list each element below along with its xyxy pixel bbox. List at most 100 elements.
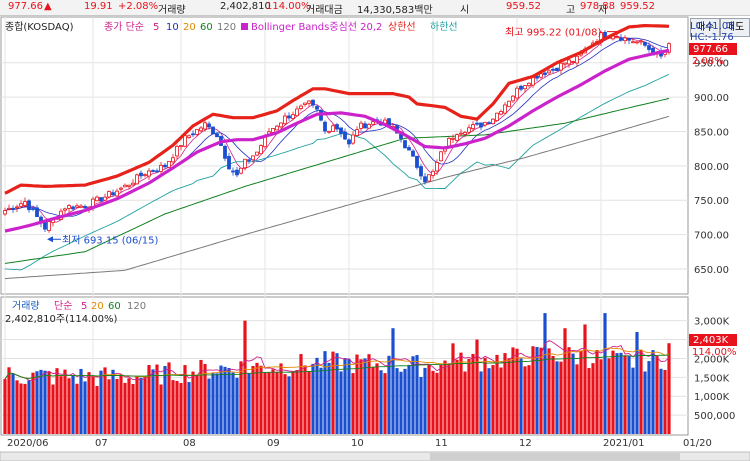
candle-body [471, 124, 475, 129]
volume-bar [163, 366, 167, 434]
candle-body [67, 205, 71, 209]
volume-bar [619, 352, 623, 434]
candle-body [139, 172, 143, 177]
volume-bar [659, 368, 663, 434]
volume-bar [631, 367, 635, 434]
volume-bar [79, 368, 83, 434]
bollinger-legend: Bollinger Bands중심선 20,2 [251, 21, 382, 33]
volume-bar [99, 370, 103, 434]
volume-bar [463, 371, 467, 434]
volume-bar [635, 332, 639, 434]
volume-bar [555, 361, 559, 434]
volume-bar [415, 355, 419, 434]
volume-tick-label: 3,000K [694, 317, 730, 328]
volume-bar [207, 378, 211, 434]
candle-body [463, 132, 467, 135]
candle-body [523, 85, 527, 90]
candle-body [135, 174, 139, 185]
volume-bar [39, 369, 43, 434]
volume-value: 2,402,810 [220, 1, 271, 12]
candle-body [411, 150, 415, 157]
candle-body [363, 123, 367, 129]
candle-body [571, 61, 575, 63]
volume-bar [27, 380, 31, 434]
volume-bar [403, 368, 407, 434]
volume-legend-ma60: 60 [108, 301, 121, 312]
volume-bar [391, 328, 395, 434]
volume-bar [407, 364, 411, 434]
candle-body [563, 62, 567, 65]
candle-body [19, 203, 23, 207]
high-annotation: 최고 995.22 (01/08) [505, 27, 601, 39]
horizontal-scrollbar[interactable] [0, 451, 750, 461]
volume-bar [171, 380, 175, 434]
volume-bar [367, 354, 371, 434]
volume-bar [279, 363, 283, 434]
volume-bar [475, 339, 479, 434]
price-tick-label: 700.00 [694, 231, 729, 242]
volume-bar [131, 384, 135, 434]
volume-bar [107, 379, 111, 434]
volume-bar [667, 343, 671, 434]
volume-bar [615, 353, 619, 434]
candle-body [575, 55, 579, 64]
buy-button[interactable]: 매수 [690, 18, 720, 37]
scrollbar-thumb[interactable] [430, 453, 680, 460]
candle-body [271, 128, 275, 133]
candle-body [195, 128, 199, 135]
volume-bar [215, 373, 219, 434]
candle-body [283, 115, 287, 125]
volume-bar [143, 376, 147, 434]
price-legend-name: 종합(KOSDAQ) [5, 21, 74, 33]
candle-body [191, 133, 195, 136]
volume-bar [519, 358, 523, 434]
candle-body [307, 100, 311, 104]
candle-body [7, 207, 11, 210]
volume-bar [531, 346, 535, 434]
bollinger-lower-legend: 하한선 [430, 20, 458, 33]
candle-body [327, 130, 331, 133]
volume-bar [611, 350, 615, 434]
candle-body [223, 145, 227, 159]
ma120-line [4, 115, 670, 280]
candle-body [71, 206, 75, 210]
candle-body [339, 127, 343, 134]
volume-bar [363, 358, 367, 434]
price-legend-ma: 종가 단순 [104, 21, 144, 33]
volume-bar [355, 354, 359, 434]
volume-bar [511, 347, 515, 434]
candle-body [95, 196, 99, 202]
candle-body [123, 184, 127, 188]
volume-bar [339, 371, 343, 434]
volume-bar [7, 367, 11, 434]
price-tick-label: 750.00 [694, 196, 729, 207]
volume-bar [183, 365, 187, 434]
volume-bar [115, 378, 119, 434]
last-price-pct: 2.08% [692, 56, 724, 67]
volume-bar [479, 371, 483, 434]
candle-body [407, 147, 411, 151]
candle-body [3, 210, 7, 215]
candle-body [423, 176, 427, 183]
volume-bar [47, 371, 51, 434]
volume-bar [127, 378, 131, 434]
volume-bar [167, 362, 171, 434]
candle-body [455, 134, 459, 141]
candle-body [567, 59, 571, 65]
candle-body [63, 208, 67, 211]
price-tick-label: 800.00 [694, 162, 729, 173]
candle-body [367, 123, 371, 129]
open-value: 959.52 [506, 1, 541, 12]
volume-bar [419, 376, 423, 434]
volume-bar [559, 361, 563, 434]
volume-bar [283, 374, 287, 434]
volume-bar [547, 348, 551, 434]
volume-bar [67, 378, 71, 434]
volume-bar [307, 371, 311, 434]
candle-body [259, 145, 263, 155]
volume-bar [231, 372, 235, 434]
volume-bar [591, 363, 595, 434]
candle-body [131, 182, 135, 186]
volume-bar [195, 375, 199, 434]
volume-tick-label: 500,000 [694, 411, 735, 422]
